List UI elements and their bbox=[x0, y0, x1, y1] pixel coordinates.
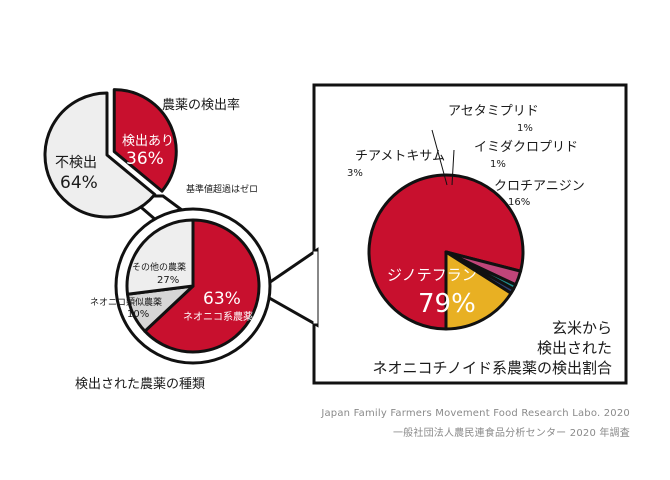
imidacloprid-leader-line bbox=[451, 149, 455, 186]
imidacloprid-label: イミダクロプリド bbox=[474, 140, 578, 155]
detected-slice-value: 36% bbox=[126, 149, 164, 169]
pesticide-types-pie bbox=[125, 218, 261, 354]
dinotefuran-value: 79% bbox=[418, 289, 476, 319]
neonic-slice-4 bbox=[444, 250, 513, 331]
thiamethoxam-label: チアメトキサム bbox=[355, 149, 445, 164]
clothianidin-value: 16% bbox=[508, 197, 530, 208]
zoom-box-title-line: ネオニコチノイド系農薬の検出割合 bbox=[372, 359, 612, 377]
thiamethoxam-value: 3% bbox=[347, 168, 363, 179]
neonicotinoid-breakdown-pie bbox=[367, 173, 525, 331]
neonic-value: 63% bbox=[203, 289, 241, 309]
detection-rate-title: 農薬の検出率 bbox=[162, 97, 240, 113]
detection-slice-0 bbox=[112, 88, 178, 193]
other-pesticides-value: 27% bbox=[157, 275, 179, 286]
undetected-slice-label: 不検出 bbox=[55, 155, 97, 171]
pesticide-types-title: 検出された農薬の種類 bbox=[75, 376, 205, 392]
other-pesticides-label: その他の農薬 bbox=[132, 261, 186, 273]
neonic-like-label: ネオニコ類似農薬 bbox=[90, 296, 162, 308]
acetamiprid-label: アセタミプリド bbox=[448, 104, 539, 119]
zoom-box-title-line: 玄米から bbox=[552, 319, 612, 337]
undetected-slice-value: 64% bbox=[60, 173, 98, 193]
credit-japanese: 一般社団法人農民連食品分析センター 2020 年調査 bbox=[392, 428, 630, 439]
zoom-box-title: 玄米から検出されたネオニコチノイド系農薬の検出割合 bbox=[372, 319, 612, 377]
detection-rate-pie bbox=[43, 88, 178, 219]
zoom-box-title-line: 検出された bbox=[537, 339, 612, 357]
neonic-like-value: 10% bbox=[127, 309, 149, 320]
credit-english: Japan Family Farmers Movement Food Resea… bbox=[321, 408, 630, 419]
acetamiprid-leader-line bbox=[431, 129, 448, 186]
types-slice-2 bbox=[125, 218, 195, 296]
neonic-label: ネオニコ系農薬 bbox=[183, 310, 253, 323]
detection-slice-1 bbox=[43, 91, 157, 219]
imidacloprid-value: 1% bbox=[490, 159, 506, 170]
clothianidin-label: クロチアニジン bbox=[494, 179, 585, 194]
no-exceedance-note: 基準値超過はゼロ bbox=[186, 183, 258, 195]
acetamiprid-value: 1% bbox=[517, 123, 533, 134]
dinotefuran-label: ジノテフラン bbox=[387, 266, 477, 284]
types-slice-0 bbox=[143, 218, 261, 354]
detected-slice-label: 検出あり bbox=[122, 134, 174, 149]
